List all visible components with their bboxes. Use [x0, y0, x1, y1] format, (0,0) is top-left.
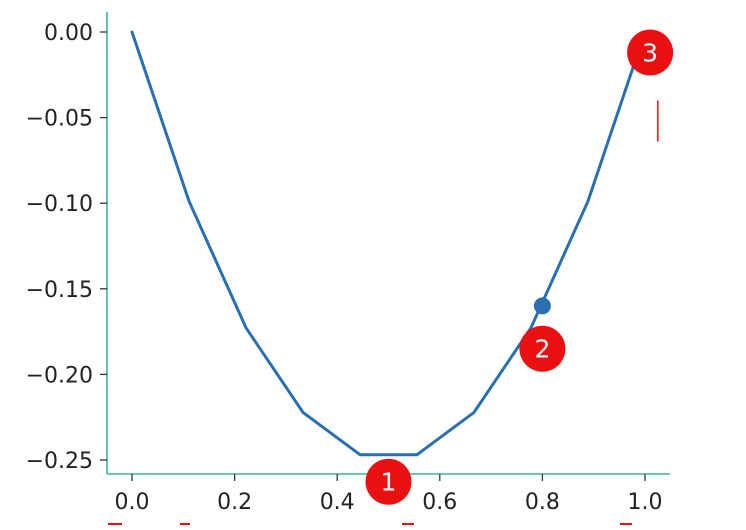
y-tick-label: −0.05: [26, 107, 93, 132]
annotation-layer: 1 2 3: [108, 29, 674, 525]
x-tick-label: 0.6: [422, 490, 457, 515]
y-tick-label: −0.15: [26, 278, 93, 303]
annotation-badge-2: [519, 325, 566, 372]
y-tick-label: −0.25: [26, 449, 93, 474]
y-tick-label: −0.10: [26, 192, 93, 217]
highlight-point: [533, 297, 551, 315]
x-tick-label: 0.4: [320, 490, 355, 515]
annotation-badge-1: [365, 458, 412, 505]
series-line: [130, 30, 647, 457]
x-tick-label: 0.2: [217, 490, 252, 515]
tick-layer: 0.00 −0.05 −0.10 −0.15 −0.20 −0.25 0.0 0.2 0.4 0.…: [26, 21, 663, 515]
x-tick-label: 1.0: [628, 490, 663, 515]
annotation-label-1: 1: [381, 468, 397, 497]
x-tick-label: 0.0: [115, 490, 150, 515]
series-layer: [130, 30, 647, 457]
axes: [106, 12, 670, 475]
y-tick-label: 0.00: [44, 21, 93, 46]
x-tick-label: 0.8: [525, 490, 560, 515]
annotation-badge-3: [627, 29, 674, 76]
annotation-label-2: 2: [534, 335, 550, 364]
y-tick-label: −0.20: [26, 363, 93, 388]
annotation-label-3: 3: [642, 39, 658, 68]
